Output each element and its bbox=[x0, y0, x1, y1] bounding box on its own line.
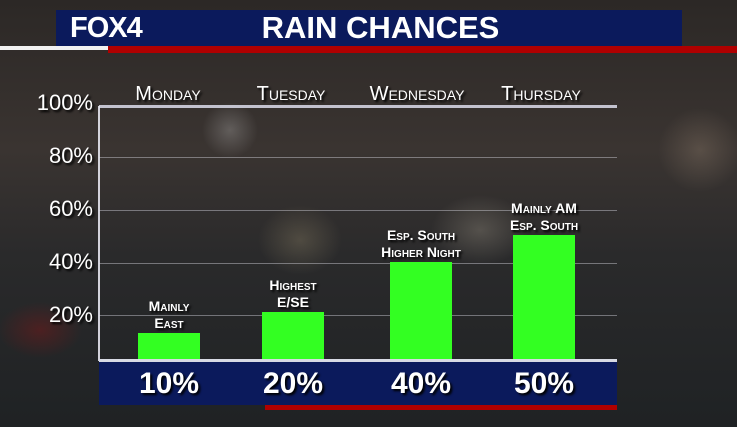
value-bar-red-stripe bbox=[265, 405, 617, 410]
bar-wednesday bbox=[390, 262, 452, 360]
day-header-monday: Monday bbox=[135, 83, 201, 105]
annotation-line2: Higher Night bbox=[381, 244, 461, 260]
y-tick-40: 40% bbox=[48, 249, 93, 274]
annotation-tuesday: Highest E/SE bbox=[223, 277, 363, 311]
annotation-line2: Esp. South bbox=[509, 217, 579, 233]
fox4-logo: FOX4 bbox=[70, 12, 143, 44]
day-header-wednesday: Wednesday bbox=[369, 83, 465, 105]
day-header-tuesday: Tuesday bbox=[256, 83, 326, 105]
annotation-line2: East bbox=[154, 315, 184, 331]
bar-monday bbox=[138, 333, 200, 360]
annotation-line2: E/SE bbox=[277, 294, 309, 310]
value-monday: 10% bbox=[138, 367, 200, 400]
day-header-thursday: Thursday bbox=[501, 83, 581, 105]
bar-thursday bbox=[513, 235, 575, 360]
value-bar bbox=[99, 362, 617, 405]
white-stripe bbox=[0, 46, 108, 50]
title-bar bbox=[56, 10, 682, 46]
gridline-80 bbox=[99, 157, 617, 158]
red-stripe bbox=[108, 46, 737, 53]
bar-tuesday bbox=[262, 312, 324, 360]
annotation-line1: Mainly AM bbox=[511, 200, 577, 216]
annotation-line1: Mainly bbox=[148, 298, 190, 314]
annotation-monday: Mainly East bbox=[99, 298, 239, 332]
value-wednesday: 40% bbox=[390, 367, 452, 400]
chart-title: RAIN CHANCES bbox=[261, 10, 500, 45]
x-axis-baseline bbox=[99, 359, 617, 362]
annotation-line1: Esp. South bbox=[386, 227, 456, 243]
value-tuesday: 20% bbox=[262, 367, 324, 400]
y-tick-80: 80% bbox=[48, 143, 93, 168]
gridline-60 bbox=[99, 210, 617, 211]
gridline-100 bbox=[99, 105, 617, 108]
annotation-line1: Highest bbox=[269, 277, 317, 293]
y-tick-20: 20% bbox=[48, 302, 93, 327]
y-tick-100: 100% bbox=[36, 90, 93, 115]
y-tick-60: 60% bbox=[48, 196, 93, 221]
annotation-thursday: Mainly AM Esp. South bbox=[474, 200, 614, 234]
value-thursday: 50% bbox=[513, 367, 575, 400]
gridline-40 bbox=[99, 263, 617, 264]
gridline-20 bbox=[99, 315, 617, 316]
annotation-wednesday: Esp. South Higher Night bbox=[351, 227, 491, 261]
y-axis bbox=[98, 106, 100, 361]
